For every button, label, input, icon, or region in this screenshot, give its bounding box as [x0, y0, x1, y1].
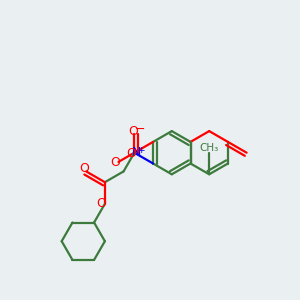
Text: O: O [96, 197, 106, 210]
Text: O: O [79, 162, 89, 175]
Text: −: − [135, 122, 146, 135]
Text: N: N [132, 146, 142, 159]
Text: +: + [137, 146, 145, 155]
Text: O: O [128, 125, 138, 138]
Text: CH₃: CH₃ [200, 143, 219, 153]
Text: O: O [126, 147, 136, 161]
Text: O: O [110, 156, 120, 169]
